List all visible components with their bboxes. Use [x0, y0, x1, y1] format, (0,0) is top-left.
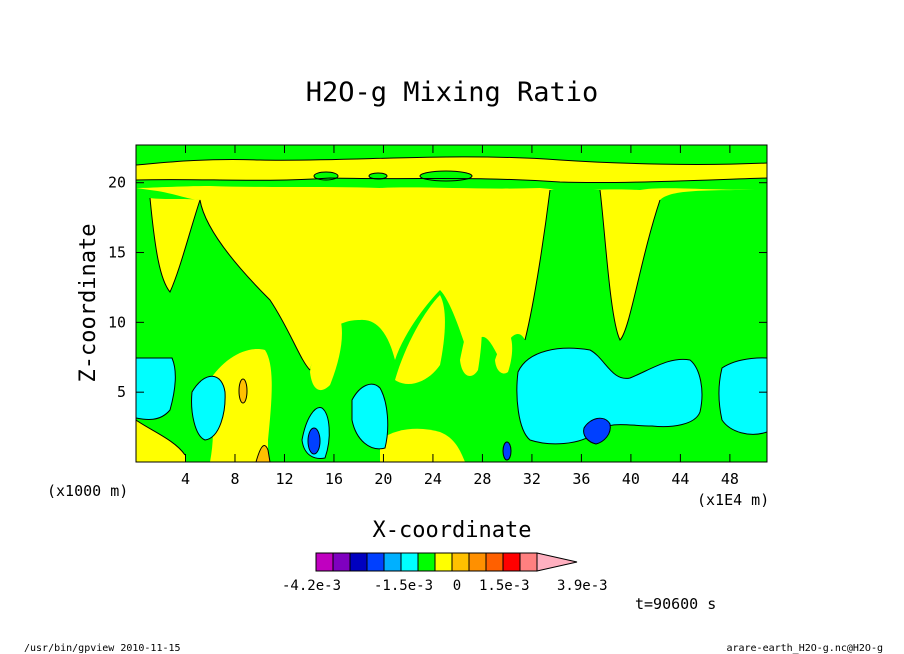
contour-orange-2 — [255, 445, 271, 462]
chart-title: H2O-g Mixing Ratio — [306, 77, 599, 108]
x-tick-label: 40 — [622, 470, 640, 488]
footer-left: /usr/bin/gpview 2010-11-15 — [24, 643, 181, 654]
colorbar-label: -1.5e-3 — [374, 578, 433, 594]
colorbar-label: 1.5e-3 — [479, 578, 530, 594]
plot-frame — [135, 144, 768, 463]
x-tick-label: 4 — [181, 470, 190, 488]
time-label: t=90600 s — [635, 595, 716, 613]
colorbar-swatch — [332, 552, 351, 572]
contour-yellow-bottom-mid — [380, 428, 465, 462]
contour-yellow-peak-1 — [310, 318, 342, 391]
colorbar-swatch — [366, 552, 385, 572]
contour-yellow-left-finger — [150, 198, 200, 292]
x-axis: 4 8 12 16 20 24 28 32 36 40 44 48 — [181, 145, 739, 488]
x-tick-label: 12 — [275, 470, 293, 488]
contour-yellow-bottom-left — [136, 420, 185, 462]
x-tick-label: 36 — [572, 470, 590, 488]
contour-cyan-left — [136, 357, 176, 421]
contour-cyan-right — [516, 347, 703, 445]
contour-yellow-peak-2 — [395, 295, 445, 385]
colorbar-labels: -4.2e-3 -1.5e-3 0 1.5e-3 3.9e-3 — [282, 578, 608, 594]
colorbar-swatch — [468, 552, 487, 572]
x-tick-label: 32 — [523, 470, 541, 488]
x-axis-title: X-coordinate — [373, 518, 532, 543]
y-axis-title: Z-coordinate — [76, 224, 101, 383]
colorbar-swatch — [349, 552, 368, 572]
contour-blue-core-2 — [502, 441, 512, 461]
y-axis: 5 10 15 20 — [108, 174, 767, 401]
x-unit-label: (x1000 m) — [47, 482, 128, 500]
colorbar-label: 3.9e-3 — [557, 578, 608, 594]
contour-yellow-peak-4 — [495, 335, 513, 374]
colorbar — [315, 552, 578, 572]
y-tick-label: 20 — [108, 174, 126, 192]
contour-green-upper-band — [136, 178, 767, 191]
colorbar-swatch — [434, 552, 453, 572]
colorbar-swatch — [485, 552, 504, 572]
x-tick-label: 44 — [671, 470, 689, 488]
colorbar-swatch — [417, 552, 436, 572]
x-tick-label: 20 — [374, 470, 392, 488]
x-tick-label: 24 — [424, 470, 442, 488]
contour-field — [135, 144, 768, 463]
colorbar-swatch — [400, 552, 419, 572]
x-tick-label: 48 — [721, 470, 739, 488]
x-tick-label: 8 — [230, 470, 239, 488]
footer-right: arare-earth_H2O-g.nc@H2O-g — [726, 643, 883, 654]
colorbar-swatch — [502, 552, 521, 572]
x-tick-label: 16 — [325, 470, 343, 488]
colorbar-label: -4.2e-3 — [282, 578, 341, 594]
contour-cyan-right-2 — [718, 357, 767, 435]
colorbar-label: 0 — [453, 578, 461, 594]
contour-yellow-lower-left — [205, 349, 272, 462]
contour-orange-1 — [238, 378, 248, 404]
contour-yellow-peak-3 — [460, 305, 482, 376]
y-tick-label: 10 — [108, 313, 126, 331]
contour-blue-core-1 — [307, 427, 321, 455]
contour-cyan-mid-2 — [351, 383, 389, 450]
colorbar-swatch — [451, 552, 470, 572]
x-tick-label: 28 — [473, 470, 491, 488]
y-tick-label: 5 — [117, 383, 126, 401]
colorbar-swatch — [519, 552, 538, 572]
colorbar-arrow — [536, 552, 578, 572]
contour-green-ellipse-3 — [419, 170, 473, 182]
contour-blue-core-3 — [583, 417, 611, 445]
contour-cyan-left-2 — [191, 375, 226, 441]
y-tick-label: 15 — [108, 244, 126, 262]
colorbar-swatch — [383, 552, 402, 572]
colorbar-swatch — [315, 552, 334, 572]
x-unit-label-right: (x1E4 m) — [697, 491, 769, 509]
